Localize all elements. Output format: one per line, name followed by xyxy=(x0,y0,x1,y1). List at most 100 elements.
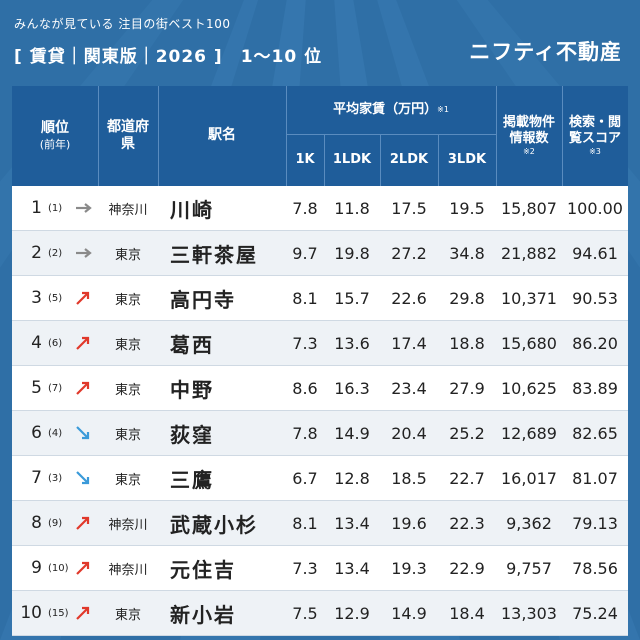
rank-cell: 4 xyxy=(12,321,42,365)
divider xyxy=(380,134,381,186)
rank-value: 2 xyxy=(31,243,42,263)
prefecture-cell: 東京 xyxy=(114,607,141,623)
listings-cell: 9,362 xyxy=(506,513,552,533)
trend-arrow-head xyxy=(82,336,90,344)
prev-rank-cell: (3) xyxy=(44,456,70,500)
rent-3ldk-cell: 29.8 xyxy=(449,288,485,308)
prev-rank-value: (15) xyxy=(48,607,69,619)
col-station: 駅名 xyxy=(208,127,236,144)
station-cell: 新小岩 xyxy=(170,602,236,627)
rent-3ldk-cell: 18.8 xyxy=(449,333,485,353)
trend-cell xyxy=(70,186,96,230)
prev-rank-cell: (6) xyxy=(44,321,70,365)
rent-1ldk-cell: 11.8 xyxy=(334,198,370,218)
trend-arrow-shaft xyxy=(76,471,89,484)
col-listings-label: 掲載物件情報数 xyxy=(502,114,555,146)
station-cell: 荻窪 xyxy=(170,422,214,447)
trend-cell xyxy=(70,546,96,590)
trend-arrow-icon xyxy=(76,381,90,395)
divider xyxy=(438,134,439,186)
rent-3ldk-cell: 34.8 xyxy=(449,243,485,263)
prev-rank-value: (3) xyxy=(48,472,63,484)
col-avg-rent-label: 平均家賃（万円） xyxy=(333,101,438,117)
note-2: ※2 xyxy=(523,147,535,157)
rent-1k-cell: 8.1 xyxy=(292,513,318,533)
trend-arrow-shaft xyxy=(76,607,89,620)
prev-rank-value: (6) xyxy=(48,337,63,349)
table-row: 2 (2) 東京 三軒茶屋 9.7 19.8 27.2 34.8 21,882 … xyxy=(12,231,628,276)
listings-cell: 16,017 xyxy=(501,468,557,488)
trend-arrow-icon xyxy=(76,471,90,485)
rent-2ldk-cell: 17.5 xyxy=(391,198,427,218)
trend-arrow-icon xyxy=(76,291,90,305)
divider xyxy=(562,86,563,186)
station-cell: 元住吉 xyxy=(170,557,236,582)
prev-rank-cell: (1) xyxy=(44,186,70,230)
rank-cell: 6 xyxy=(12,411,42,455)
trend-arrow-shaft xyxy=(76,517,89,530)
trend-arrow-head xyxy=(84,248,92,258)
prev-rank-cell: (10) xyxy=(44,546,70,590)
ranking-table: 順位 (前年) 都道府県 駅名 平均家賃（万円） ※1 1K 1LDK 2LDK … xyxy=(12,86,628,636)
rank-value: 3 xyxy=(31,288,42,308)
trend-cell xyxy=(70,456,96,500)
note-3: ※3 xyxy=(589,147,601,157)
station-cell: 川崎 xyxy=(170,197,214,222)
score-cell: 81.07 xyxy=(572,468,618,488)
listings-cell: 9,757 xyxy=(506,558,552,578)
listings-cell: 12,689 xyxy=(501,423,557,443)
table-row: 5 (7) 東京 中野 8.6 16.3 23.4 27.9 10,625 83… xyxy=(12,366,628,411)
rent-2ldk-cell: 17.4 xyxy=(391,333,427,353)
rent-3ldk-cell: 22.3 xyxy=(449,513,485,533)
listings-cell: 10,625 xyxy=(501,378,557,398)
table-row: 8 (9) 神奈川 武蔵小杉 8.1 13.4 19.6 22.3 9,362 … xyxy=(12,501,628,546)
trend-arrow-head xyxy=(82,291,90,299)
col-1k: 1K xyxy=(295,151,315,167)
station-cell: 葛西 xyxy=(170,332,214,357)
col-score: 検索・閲覧スコア ※3 xyxy=(562,86,628,186)
trend-arrow-shaft xyxy=(76,562,89,575)
col-rank-label: 順位 xyxy=(41,120,69,137)
trend-arrow-shaft xyxy=(76,337,89,350)
trend-arrow-shaft xyxy=(76,382,89,395)
prefecture-cell: 東京 xyxy=(114,292,141,308)
rent-1k-cell: 7.8 xyxy=(292,423,318,443)
divider xyxy=(324,134,325,186)
rank-cell: 9 xyxy=(12,546,42,590)
rent-2ldk-cell: 14.9 xyxy=(391,603,427,623)
prev-rank-value: (2) xyxy=(48,247,63,259)
rank-cell: 5 xyxy=(12,366,42,410)
note-1: ※1 xyxy=(437,105,449,114)
col-3ldk: 3LDK xyxy=(447,151,487,167)
trend-cell xyxy=(70,591,96,635)
rent-3ldk-cell: 25.2 xyxy=(449,423,485,443)
prev-rank-value: (10) xyxy=(48,562,69,574)
col-prefecture: 都道府県 xyxy=(107,118,149,153)
table-row: 4 (6) 東京 葛西 7.3 13.6 17.4 18.8 15,680 86… xyxy=(12,321,628,366)
prev-rank-value: (7) xyxy=(48,382,63,394)
prev-rank-cell: (15) xyxy=(44,591,70,635)
col-score-label: 検索・閲覧スコア xyxy=(568,114,621,146)
rent-2ldk-cell: 19.3 xyxy=(391,558,427,578)
listings-cell: 10,371 xyxy=(501,288,557,308)
rent-2ldk-cell: 22.6 xyxy=(391,288,427,308)
trend-cell xyxy=(70,411,96,455)
col-avg-rent: 平均家賃（万円） ※1 xyxy=(286,86,496,134)
rent-1k-cell: 8.1 xyxy=(292,288,318,308)
trend-arrow-icon xyxy=(76,336,90,350)
score-cell: 79.13 xyxy=(572,513,618,533)
rank-value: 7 xyxy=(31,468,42,488)
listings-cell: 15,680 xyxy=(501,333,557,353)
prefecture-cell: 神奈川 xyxy=(108,562,148,578)
trend-arrow-head xyxy=(84,203,92,213)
divider xyxy=(98,86,99,186)
score-cell: 82.65 xyxy=(572,423,618,443)
rent-1ldk-cell: 13.4 xyxy=(334,513,370,533)
trend-arrow-head xyxy=(82,606,90,614)
prefecture-cell: 神奈川 xyxy=(108,202,148,218)
listings-cell: 15,807 xyxy=(501,198,557,218)
station-cell: 武蔵小杉 xyxy=(170,512,258,537)
rank-value: 9 xyxy=(31,558,42,578)
table-row: 3 (5) 東京 高円寺 8.1 15.7 22.6 29.8 10,371 9… xyxy=(12,276,628,321)
divider xyxy=(158,86,159,186)
